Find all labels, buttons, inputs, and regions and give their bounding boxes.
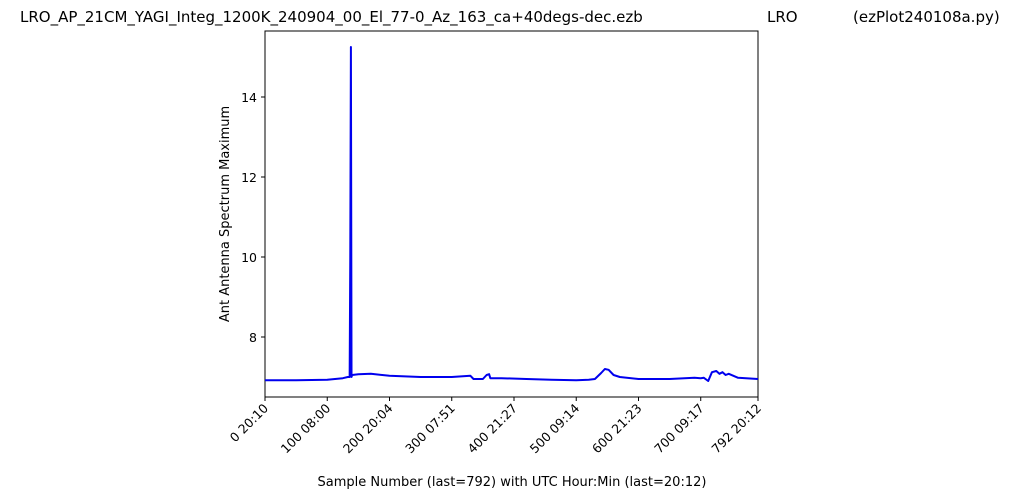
x-tick-label: 600 21:23 bbox=[589, 401, 645, 457]
x-tick-label: 400 21:27 bbox=[464, 401, 520, 457]
y-tick-label: 14 bbox=[241, 90, 257, 105]
x-tick-label: 0 20:10 bbox=[227, 400, 272, 445]
x-tick-label: 792 20:12 bbox=[708, 401, 764, 457]
y-tick-label: 12 bbox=[241, 170, 257, 185]
x-axis-label: Sample Number (last=792) with UTC Hour:M… bbox=[318, 475, 707, 490]
x-tick-label: 200 20:04 bbox=[340, 400, 396, 456]
plot-frame bbox=[264, 30, 759, 398]
y-tick-label: 8 bbox=[249, 330, 257, 345]
y-tick-label: 10 bbox=[241, 250, 257, 265]
data-line bbox=[265, 46, 759, 382]
x-tick-label: 300 07:51 bbox=[402, 401, 458, 457]
chart-title: (ezPlot240108a.py) bbox=[853, 8, 1000, 26]
chart-title: LRO_AP_21CM_YAGI_Integ_1200K_240904_00_E… bbox=[20, 8, 643, 27]
y-axis-label: Ant Antenna Spectrum Maximum bbox=[218, 106, 233, 322]
chart-title: LRO bbox=[767, 8, 798, 26]
x-tick-label: 100 08:00 bbox=[278, 400, 334, 456]
x-tick-label: 700 09:17 bbox=[651, 401, 707, 457]
x-tick-label: 500 09:14 bbox=[527, 400, 583, 456]
